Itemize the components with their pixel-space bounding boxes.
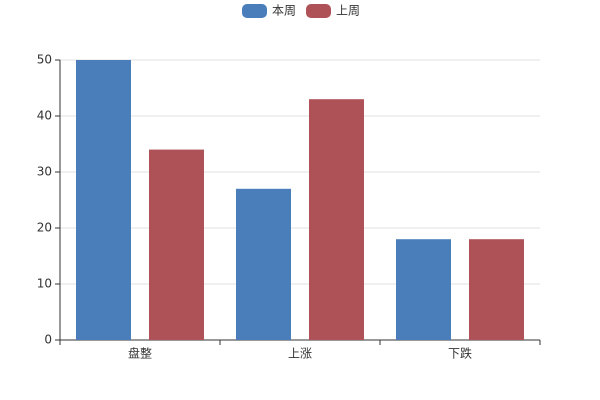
y-tick-label: 30 [37,165,52,179]
bar [76,60,131,340]
x-tick-label: 盘整 [128,346,152,361]
bar [309,99,364,340]
legend-swatch [306,4,331,18]
y-tick-label: 10 [37,277,52,291]
y-tick-label: 0 [44,333,52,347]
y-tick-label: 40 [37,109,52,123]
legend-swatch [242,4,267,18]
y-tick-label: 20 [37,221,52,235]
legend-label: 上周 [336,4,360,18]
bar [149,149,204,340]
bar [396,239,451,340]
x-tick-label: 下跌 [448,346,472,361]
bar [236,188,291,340]
bar [469,239,524,340]
y-tick-label: 50 [37,53,52,67]
x-tick-label: 上涨 [288,346,312,361]
legend-label: 本周 [272,4,296,18]
